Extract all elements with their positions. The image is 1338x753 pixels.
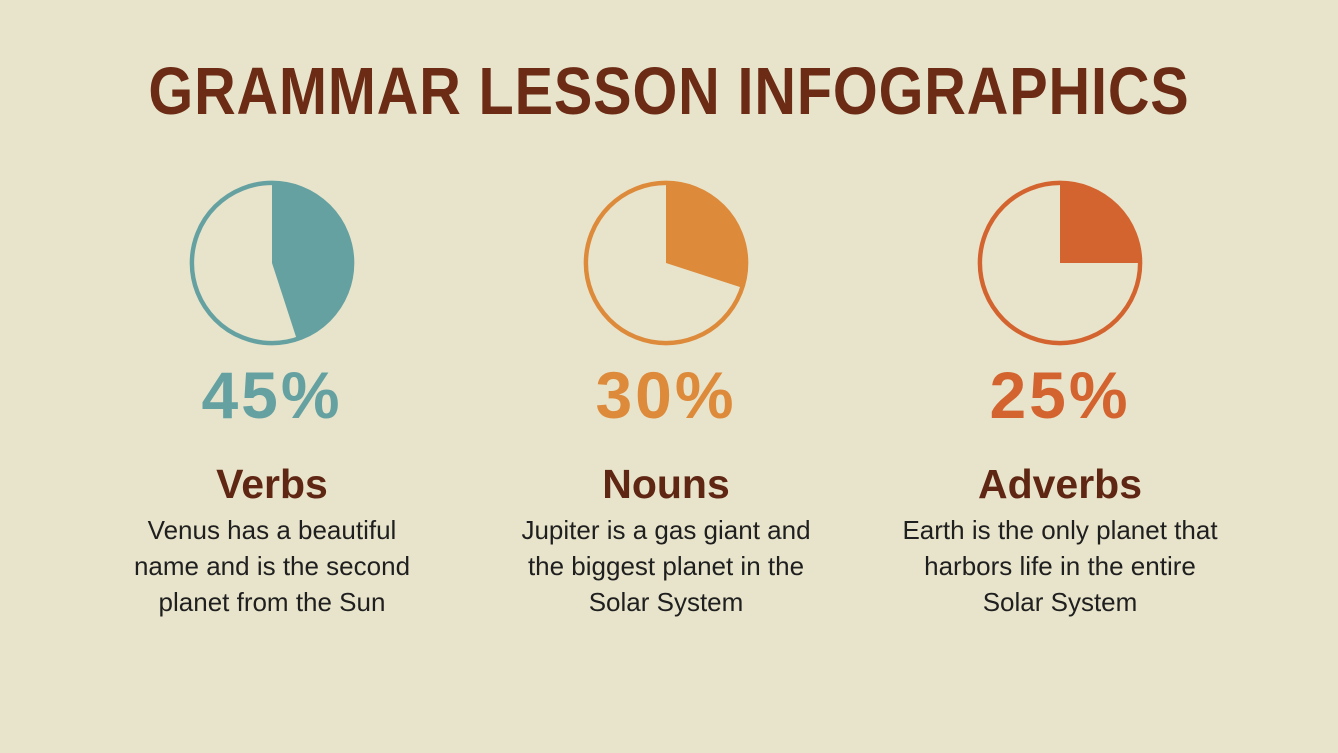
infographic-column-adverbs: 25% Adverbs Earth is the only planet tha… [890, 174, 1230, 620]
column-description: Jupiter is a gas giant and the biggest p… [521, 515, 811, 617]
column-description: Venus has a beautiful name and is the se… [133, 515, 411, 617]
infographic-column-verbs: 45% Verbs Venus has a beautiful name and… [102, 174, 442, 620]
column-heading: Nouns [602, 461, 730, 507]
percent-label: 25% [989, 358, 1131, 432]
column-heading: Adverbs [977, 461, 1143, 507]
column-heading: Verbs [216, 461, 328, 507]
pie-slice [1060, 182, 1141, 263]
percent-label: 30% [595, 358, 737, 432]
pie-slice [272, 182, 353, 340]
page-title: GRAMMAR LESSON INFOGRAPHICS [148, 54, 1190, 129]
percent-label: 45% [201, 358, 343, 432]
pie-chart-adverbs [971, 174, 1149, 352]
column-description: Earth is the only planet that harbors li… [902, 515, 1218, 617]
infographic-columns: 45% Verbs Venus has a beautiful name and… [102, 174, 1230, 620]
pie-chart-nouns [577, 174, 755, 352]
infographic-column-nouns: 30% Nouns Jupiter is a gas giant and the… [496, 174, 836, 620]
pie-chart-verbs [183, 174, 361, 352]
pie-slice [666, 182, 747, 288]
